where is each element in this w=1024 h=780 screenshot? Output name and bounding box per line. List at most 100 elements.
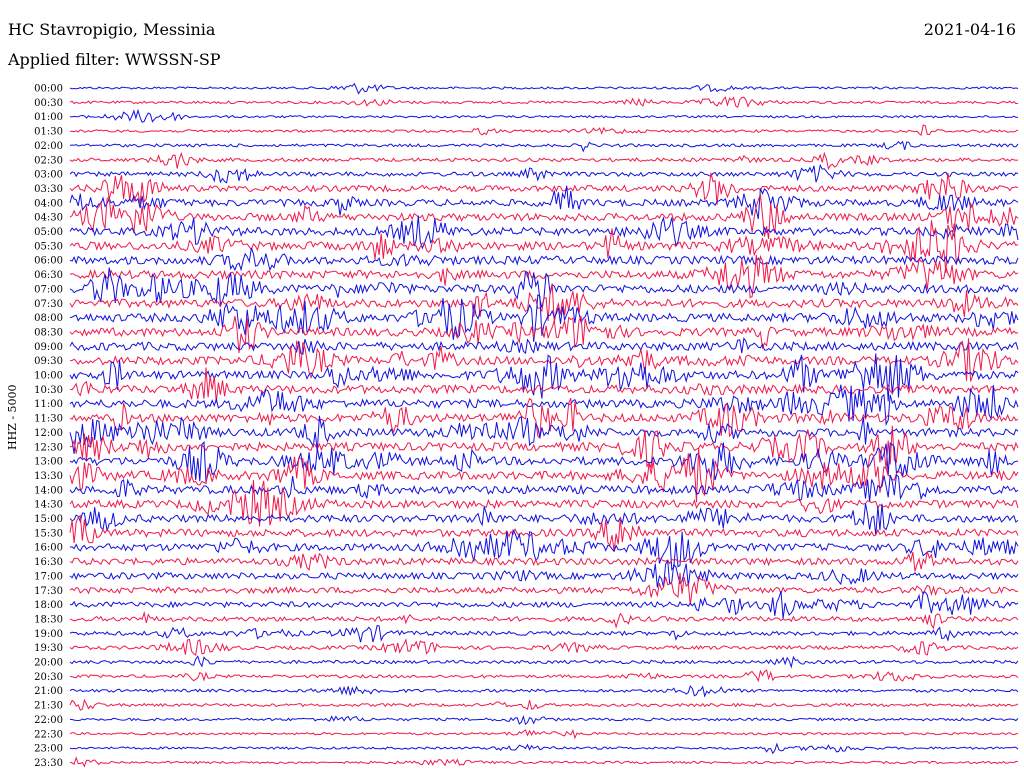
seismic-trace [69,215,1019,250]
seismic-trace [69,163,1019,184]
row-time-label: 02:30 [34,155,63,166]
seismic-trace [69,194,1019,239]
seismic-trace [69,610,1019,630]
seismic-trace [69,220,1019,274]
seismic-trace [69,514,1019,552]
row-time-label: 04:30 [34,213,63,224]
seismic-trace [69,151,1019,171]
seismic-trace [69,254,1019,299]
seismic-trace [69,353,1019,402]
row-time-label: 15:30 [34,528,63,539]
seismic-trace [69,108,1019,123]
seismic-trace [69,448,1019,503]
row-time-label: 14:30 [34,500,63,511]
seismic-trace [69,172,1019,205]
seismic-trace [69,479,1019,527]
seismic-trace [69,140,1019,153]
row-time-label: 21:00 [34,686,63,697]
seismic-trace [69,293,1019,342]
row-time-label: 22:00 [34,715,63,726]
seismic-trace [69,742,1019,755]
row-time-label: 04:00 [34,198,63,209]
seismic-trace [69,669,1019,683]
seismic-trace [69,625,1019,643]
seismic-trace [69,82,1019,95]
row-time-label: 01:30 [34,127,63,138]
row-time-label: 18:00 [34,600,63,611]
seismic-trace [69,267,1019,308]
seismic-trace [69,714,1019,726]
seismic-trace [69,367,1019,403]
row-time-label: 19:00 [34,629,63,640]
seismic-trace [69,729,1019,740]
seismic-trace [69,559,1019,588]
row-time-label: 08:00 [34,313,63,324]
row-time-label: 20:30 [34,672,63,683]
row-time-label: 12:30 [34,442,63,453]
seismic-trace [69,415,1019,454]
row-time-label: 17:00 [34,571,63,582]
seismic-trace [69,283,1019,323]
row-time-label: 23:00 [34,744,63,755]
row-time-label: 06:00 [34,256,63,267]
row-time-label: 00:30 [34,98,63,109]
row-time-label: 02:00 [34,141,63,152]
row-time-label: 07:30 [34,299,63,310]
row-time-label: 00:00 [34,84,63,95]
seismic-trace [69,384,1019,427]
seismic-trace [69,473,1019,503]
filter-label: Applied filter: WWSSN-SP [8,50,221,69]
row-time-label: 15:00 [34,514,63,525]
seismic-trace [69,503,1019,536]
row-time-label: 05:30 [34,241,63,252]
seismic-trace [69,247,1019,272]
row-time-label: 16:30 [34,557,63,568]
row-time-label: 21:30 [34,701,63,712]
row-time-label: 11:00 [34,399,63,410]
row-time-label: 07:00 [34,284,63,295]
seismic-trace [69,655,1019,669]
row-time-label: 09:30 [34,356,63,367]
row-time-label: 08:30 [34,327,63,338]
date-label: 2021-04-16 [923,20,1016,39]
row-time-label: 03:30 [34,184,63,195]
row-time-label: 03:00 [34,170,63,181]
seismic-trace [69,425,1019,470]
seismic-trace [69,440,1019,483]
row-time-label: 11:30 [34,414,63,425]
row-time-label: 10:00 [34,371,63,382]
row-time-label: 13:30 [34,471,63,482]
station-title: HC Stavropigio, Messinia [8,20,216,39]
row-time-label: 19:30 [34,643,63,654]
seismic-trace [70,591,1019,619]
seismic-trace [69,315,1019,354]
seismic-trace [69,685,1019,698]
seismic-trace [69,337,1019,355]
seismic-trace [69,397,1019,440]
row-time-label: 10:30 [34,385,63,396]
row-time-label: 01:00 [34,112,63,123]
row-time-label: 22:30 [34,729,63,740]
seismic-trace [69,528,1019,571]
row-time-label: 06:30 [34,270,63,281]
seismic-trace [69,698,1019,711]
row-time-label: 14:00 [34,485,63,496]
seismic-trace [69,185,1019,220]
row-time-label: 23:30 [34,758,63,769]
seismic-trace [69,638,1019,656]
seismic-trace [69,338,1019,382]
row-time-label: 12:00 [34,428,63,439]
seismic-trace [69,572,1019,605]
seismic-trace [69,96,1019,108]
row-time-label: 17:30 [34,586,63,597]
row-time-label: 20:00 [34,658,63,669]
seismic-trace [69,756,1019,768]
seismic-trace [69,551,1019,572]
row-time-label: 16:00 [34,543,63,554]
row-time-label: 09:00 [34,342,63,353]
row-time-label: 18:30 [34,614,63,625]
seismic-trace [69,124,1019,136]
row-time-label: 05:00 [34,227,63,238]
row-time-label: 13:00 [34,457,63,468]
